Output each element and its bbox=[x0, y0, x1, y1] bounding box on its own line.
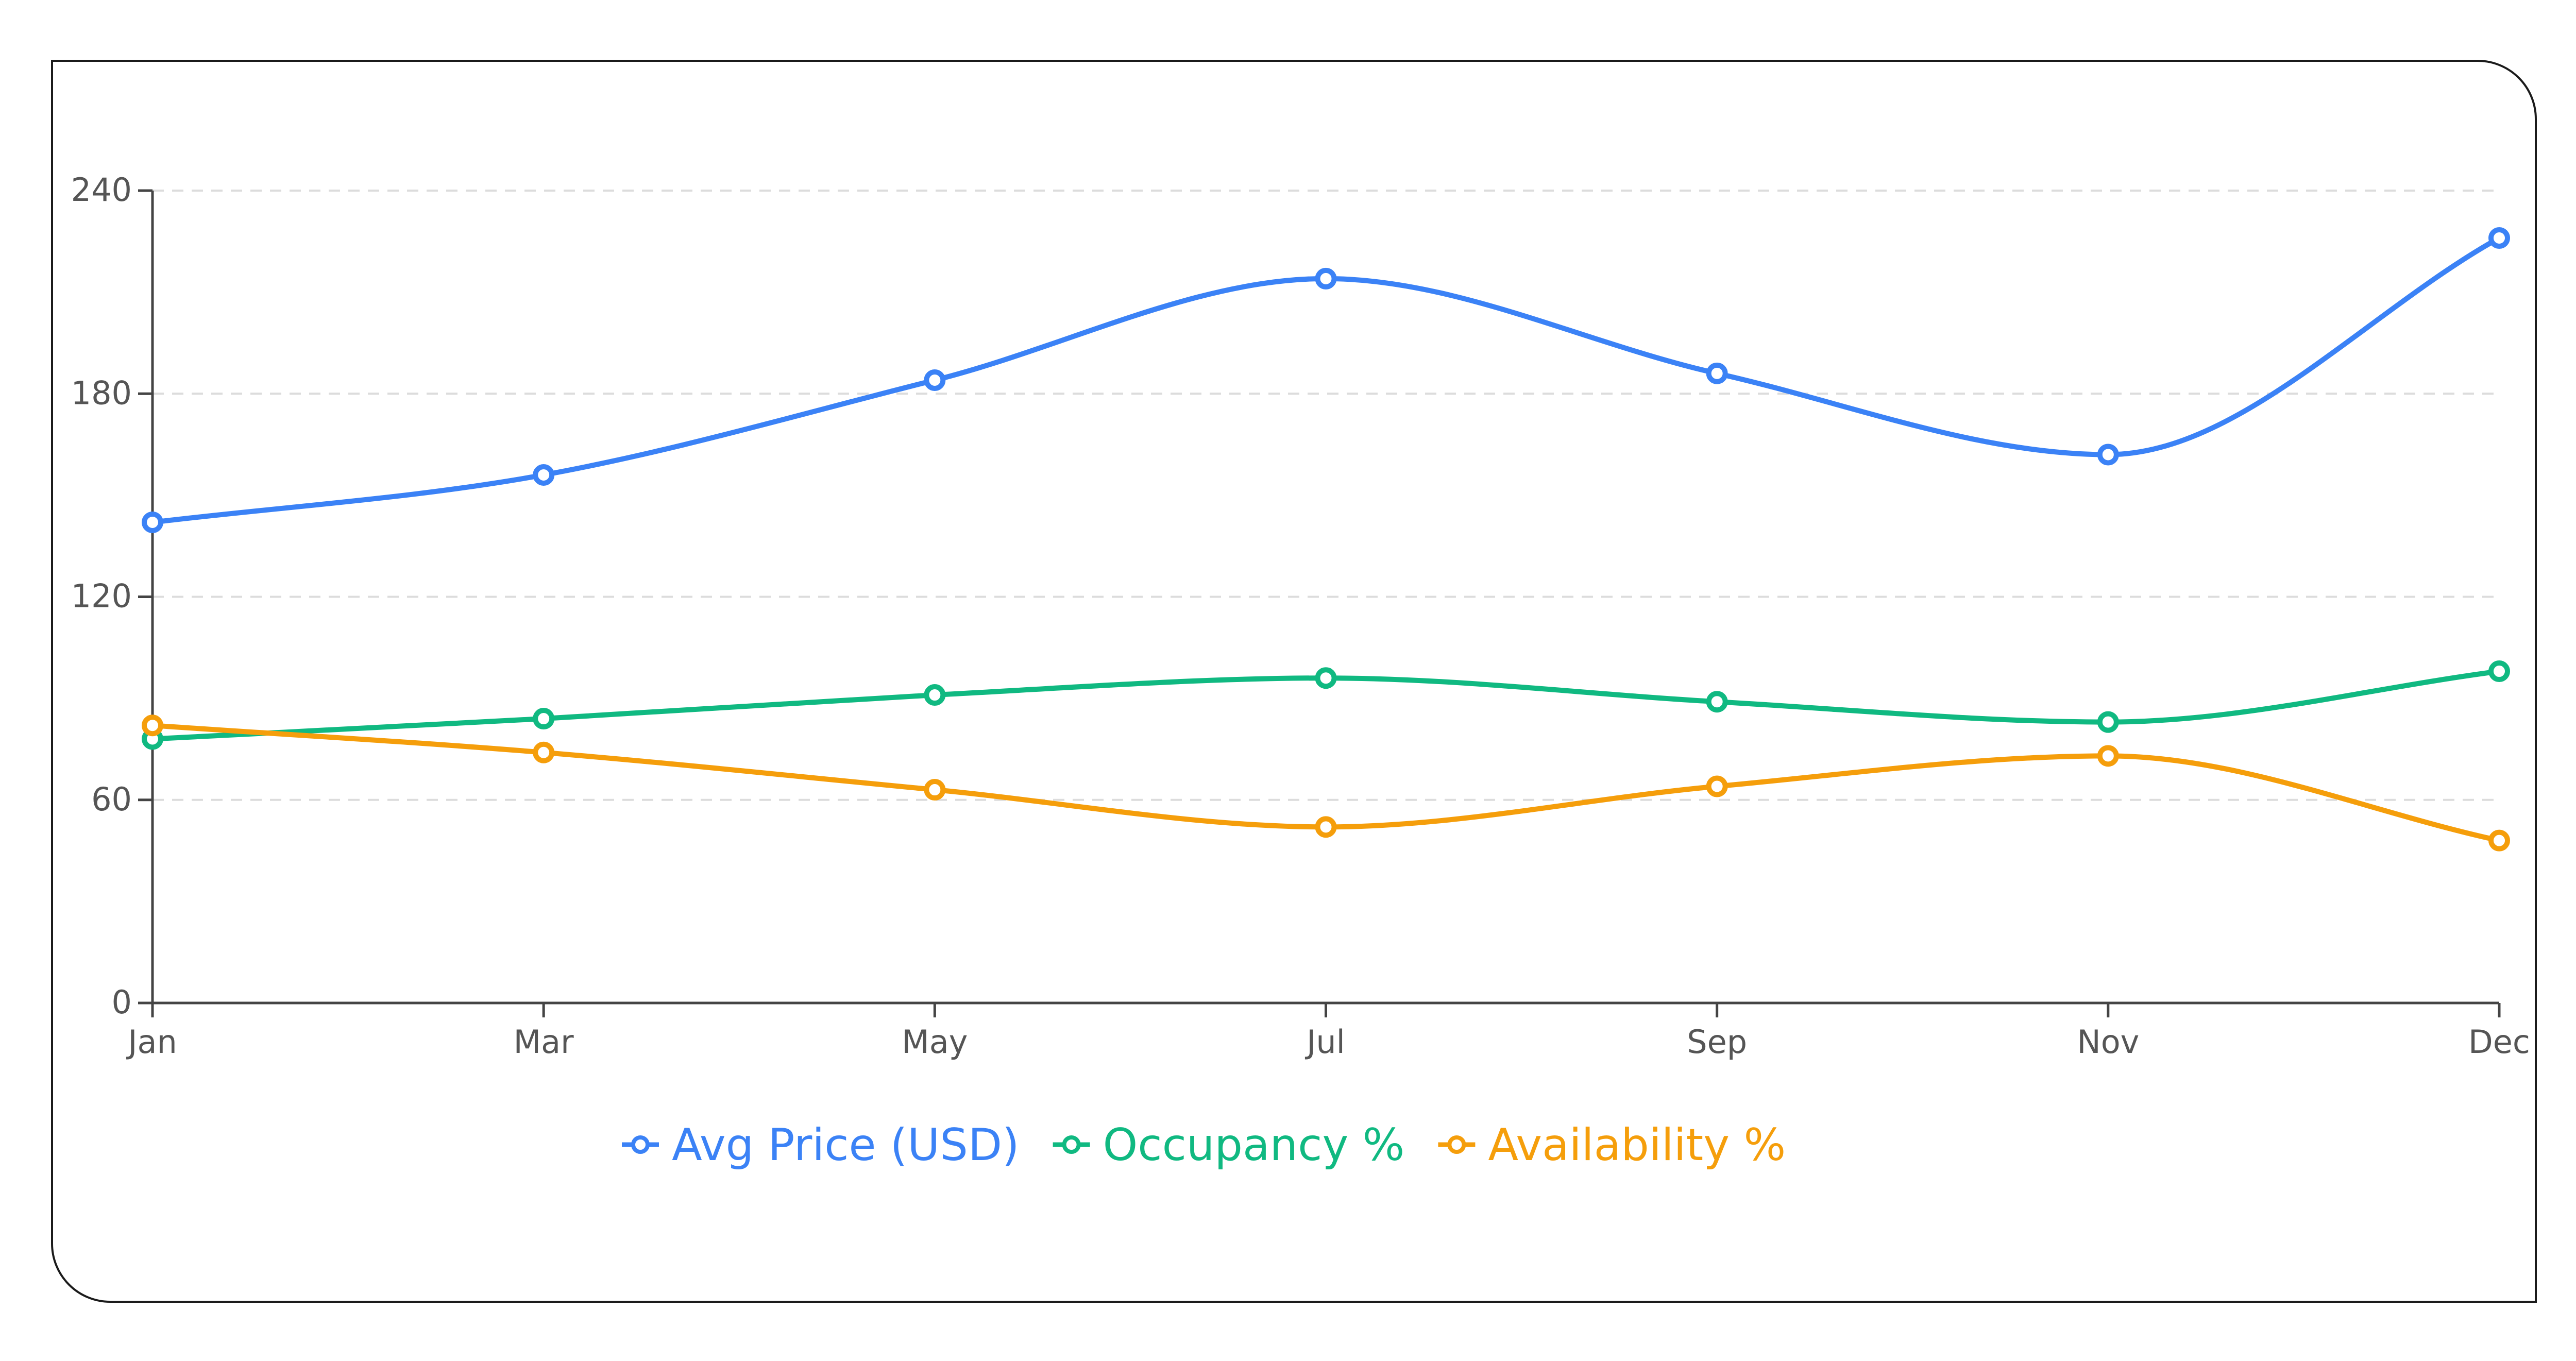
legend-label: Occupancy % bbox=[1103, 1119, 1405, 1171]
x-tick-label: Nov bbox=[2077, 1023, 2139, 1061]
y-tick-label: 120 bbox=[71, 577, 132, 615]
data-point-availability-nov[interactable] bbox=[2097, 745, 2119, 767]
legend-circle-marker bbox=[1447, 1135, 1466, 1154]
data-point-availability-jul[interactable] bbox=[1315, 816, 1337, 838]
data-point-occupancy-dec[interactable] bbox=[2488, 660, 2510, 683]
data-point-avg-price-usd-dec[interactable] bbox=[2488, 227, 2510, 249]
data-point-occupancy-jul[interactable] bbox=[1315, 667, 1337, 689]
data-point-occupancy-mar[interactable] bbox=[533, 708, 555, 730]
x-tick-label: Jul bbox=[1304, 1023, 1345, 1061]
legend-item-occupancy[interactable]: Occupancy % bbox=[1053, 1119, 1405, 1171]
axes bbox=[151, 191, 2499, 1005]
legend-label: Availability % bbox=[1488, 1119, 1786, 1171]
data-point-avg-price-usd-sep[interactable] bbox=[1706, 362, 1728, 384]
x-tick-label: Sep bbox=[1687, 1023, 1747, 1061]
data-point-occupancy-may[interactable] bbox=[924, 684, 946, 706]
data-point-availability-mar[interactable] bbox=[533, 741, 555, 763]
y-axis-ticks: 0 60 120 180 240 bbox=[71, 171, 152, 1021]
y-tick-label: 0 bbox=[112, 983, 132, 1021]
y-tick-label: 180 bbox=[71, 374, 132, 412]
y-tick-label: 60 bbox=[91, 780, 132, 818]
data-point-availability-sep[interactable] bbox=[1706, 775, 1728, 797]
data-point-availability-jan[interactable] bbox=[142, 714, 163, 737]
x-tick-label: Jan bbox=[126, 1023, 177, 1061]
series-occupancy bbox=[142, 660, 2510, 750]
series-availability bbox=[142, 714, 2510, 852]
x-axis-ticks: Jan Mar May Jul Sep Nov Dec bbox=[126, 1003, 2530, 1061]
legend-item-avg-price-usd[interactable]: Avg Price (USD) bbox=[622, 1119, 1020, 1171]
data-point-avg-price-usd-may[interactable] bbox=[924, 369, 946, 391]
x-tick-label: Mar bbox=[514, 1023, 574, 1061]
data-point-avg-price-usd-mar[interactable] bbox=[533, 464, 555, 486]
x-tick-label: May bbox=[902, 1023, 968, 1061]
y-tick-label: 240 bbox=[71, 171, 132, 209]
legend-item-availability[interactable]: Availability % bbox=[1438, 1119, 1786, 1171]
data-point-occupancy-sep[interactable] bbox=[1706, 691, 1728, 713]
series-avg-price-usd bbox=[142, 227, 2510, 533]
data-point-occupancy-nov[interactable] bbox=[2097, 711, 2119, 733]
data-point-avg-price-usd-nov[interactable] bbox=[2097, 444, 2119, 466]
data-point-availability-may[interactable] bbox=[924, 779, 946, 801]
data-point-avg-price-usd-jan[interactable] bbox=[142, 511, 163, 533]
series bbox=[142, 227, 2510, 852]
data-point-availability-dec[interactable] bbox=[2488, 829, 2510, 852]
legend: Avg Price (USD) Occupancy % Availability % bbox=[622, 1119, 1786, 1171]
legend-label: Avg Price (USD) bbox=[672, 1119, 1020, 1171]
data-point-avg-price-usd-jul[interactable] bbox=[1315, 267, 1337, 290]
legend-circle-marker bbox=[631, 1135, 650, 1154]
chart-card bbox=[51, 60, 2537, 1303]
legend-circle-marker bbox=[1062, 1135, 1081, 1154]
x-tick-label: Dec bbox=[2468, 1023, 2530, 1061]
